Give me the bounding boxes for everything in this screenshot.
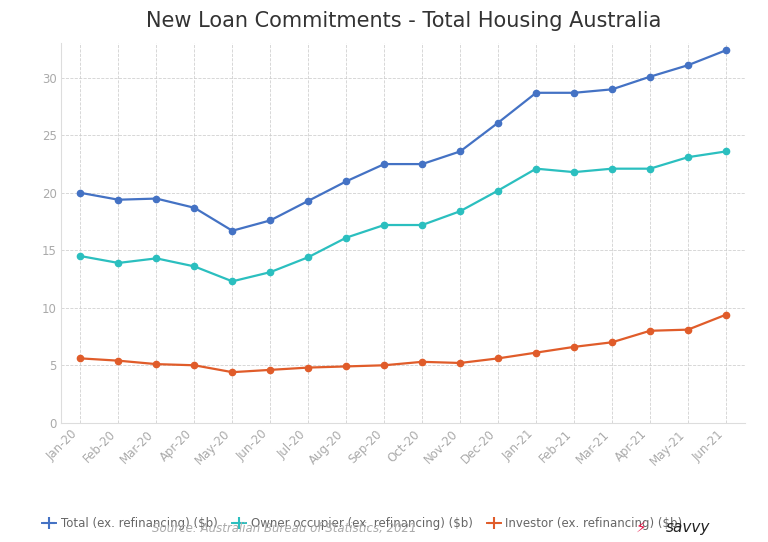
Owner occupier (ex. refinancing) ($b) [303,254,313,261]
Investor (ex. refinancing) ($b) [645,327,654,334]
Total (ex. refinancing) ($b) [76,190,85,196]
Investor (ex. refinancing) ($b) [569,344,578,350]
Total (ex. refinancing) ($b) [152,195,161,202]
Investor (ex. refinancing) ($b) [494,355,503,362]
Investor (ex. refinancing) ($b) [379,362,389,369]
Title: New Loan Commitments - Total Housing Australia: New Loan Commitments - Total Housing Aus… [145,11,661,31]
Owner occupier (ex. refinancing) ($b) [607,165,617,172]
Total (ex. refinancing) ($b) [190,204,199,211]
Investor (ex. refinancing) ($b) [303,364,313,371]
Investor (ex. refinancing) ($b) [152,361,161,367]
Investor (ex. refinancing) ($b) [531,350,541,356]
Line: Owner occupier (ex. refinancing) ($b): Owner occupier (ex. refinancing) ($b) [78,149,729,285]
Investor (ex. refinancing) ($b) [684,326,693,333]
Investor (ex. refinancing) ($b) [76,355,85,362]
Investor (ex. refinancing) ($b) [227,369,237,376]
Total (ex. refinancing) ($b) [303,198,313,204]
Total (ex. refinancing) ($b) [418,161,427,167]
Investor (ex. refinancing) ($b) [190,362,199,369]
Owner occupier (ex. refinancing) ($b) [418,222,427,228]
Total (ex. refinancing) ($b) [266,217,275,224]
Owner occupier (ex. refinancing) ($b) [494,188,503,194]
Owner occupier (ex. refinancing) ($b) [114,260,123,266]
Owner occupier (ex. refinancing) ($b) [721,148,730,154]
Owner occupier (ex. refinancing) ($b) [379,222,389,228]
Total (ex. refinancing) ($b) [455,148,465,154]
Text: ⚡: ⚡ [636,520,647,535]
Owner occupier (ex. refinancing) ($b) [342,234,351,241]
Investor (ex. refinancing) ($b) [114,357,123,364]
Owner occupier (ex. refinancing) ($b) [76,253,85,259]
Owner occupier (ex. refinancing) ($b) [684,154,693,160]
Total (ex. refinancing) ($b) [379,161,389,167]
Total (ex. refinancing) ($b) [721,47,730,54]
Total (ex. refinancing) ($b) [645,74,654,80]
Total (ex. refinancing) ($b) [227,228,237,234]
Total (ex. refinancing) ($b) [342,178,351,185]
Total (ex. refinancing) ($b) [684,62,693,68]
Line: Total (ex. refinancing) ($b): Total (ex. refinancing) ($b) [78,47,729,234]
Investor (ex. refinancing) ($b) [418,359,427,365]
Line: Investor (ex. refinancing) ($b): Investor (ex. refinancing) ($b) [78,312,729,375]
Owner occupier (ex. refinancing) ($b) [152,255,161,262]
Investor (ex. refinancing) ($b) [607,339,617,346]
Owner occupier (ex. refinancing) ($b) [455,208,465,215]
Investor (ex. refinancing) ($b) [721,312,730,318]
Text: Source: Australian Bureau of Statistics, 2021: Source: Australian Bureau of Statistics,… [152,522,416,535]
Total (ex. refinancing) ($b) [114,196,123,203]
Owner occupier (ex. refinancing) ($b) [645,165,654,172]
Total (ex. refinancing) ($b) [494,119,503,126]
Owner occupier (ex. refinancing) ($b) [569,169,578,176]
Owner occupier (ex. refinancing) ($b) [531,165,541,172]
Owner occupier (ex. refinancing) ($b) [227,278,237,285]
Owner occupier (ex. refinancing) ($b) [190,263,199,270]
Total (ex. refinancing) ($b) [531,89,541,96]
Investor (ex. refinancing) ($b) [266,366,275,373]
Text: savvy: savvy [666,520,710,535]
Owner occupier (ex. refinancing) ($b) [266,269,275,275]
Investor (ex. refinancing) ($b) [342,363,351,370]
Total (ex. refinancing) ($b) [569,89,578,96]
Investor (ex. refinancing) ($b) [455,360,465,366]
Legend: Total (ex. refinancing) ($b), Owner occupier (ex. refinancing) ($b), Investor (e: Total (ex. refinancing) ($b), Owner occu… [37,512,687,534]
Total (ex. refinancing) ($b) [607,86,617,93]
